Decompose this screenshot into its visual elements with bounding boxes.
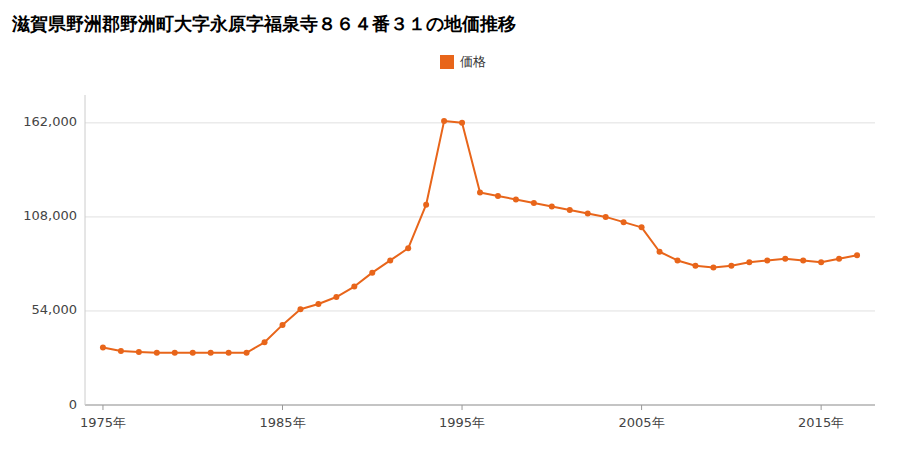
point — [567, 207, 573, 213]
legend-swatch — [440, 55, 454, 69]
point — [549, 203, 555, 209]
point — [423, 202, 429, 208]
x-tick-label: 1985年 — [259, 415, 305, 430]
chart: 滋賀県野洲郡野洲町大字永原字福泉寺８６４番３１の地価推移 0 54,000 108,0… — [0, 0, 900, 450]
x-tick — [821, 405, 822, 410]
point — [351, 284, 357, 290]
point — [226, 350, 232, 356]
point — [315, 301, 321, 307]
point — [262, 339, 268, 345]
point — [387, 257, 393, 263]
x-tick — [282, 405, 283, 410]
point — [585, 210, 591, 216]
point — [800, 257, 806, 263]
point — [459, 120, 465, 126]
point — [441, 118, 447, 124]
point — [297, 306, 303, 312]
background — [0, 0, 900, 450]
x-tick — [102, 405, 103, 410]
point — [692, 263, 698, 269]
grid — [85, 123, 875, 405]
point — [710, 264, 716, 270]
point — [136, 349, 142, 355]
point — [495, 193, 501, 199]
point — [154, 350, 160, 356]
point — [172, 350, 178, 356]
x-tick — [462, 405, 463, 410]
grid-line — [85, 310, 875, 311]
x-tick-label: 1995年 — [439, 415, 485, 430]
point — [639, 224, 645, 230]
point — [405, 245, 411, 251]
x-tick-label: 1975年 — [80, 415, 126, 430]
plot-area — [100, 118, 860, 356]
y-axis-line — [85, 95, 86, 405]
point — [513, 196, 519, 202]
y-tick-label: 0 — [69, 397, 77, 412]
y-tick-label: 108,000 — [23, 208, 77, 223]
point — [118, 348, 124, 354]
point — [782, 256, 788, 262]
point — [854, 252, 860, 258]
point — [675, 257, 681, 263]
point — [100, 345, 106, 351]
x-tick-label: 2005年 — [619, 415, 665, 430]
y-tick-label: 162,000 — [23, 114, 77, 129]
title: 滋賀県野洲郡野洲町大字永原字福泉寺８６４番３１の地価推移 — [11, 13, 516, 34]
point — [764, 257, 770, 263]
point — [657, 249, 663, 255]
legend-label: 価格 — [460, 54, 486, 69]
point — [746, 259, 752, 265]
point — [208, 350, 214, 356]
grid-line — [85, 122, 875, 123]
point — [728, 263, 734, 269]
grid-line — [85, 405, 875, 406]
point — [280, 322, 286, 328]
point — [836, 256, 842, 262]
x-axis-line — [85, 405, 875, 406]
point — [531, 200, 537, 206]
grid-line — [85, 216, 875, 217]
point — [244, 350, 250, 356]
point — [603, 214, 609, 220]
point — [369, 270, 375, 276]
point — [190, 350, 196, 356]
line — [103, 121, 857, 353]
x-tick-label: 2015年 — [798, 415, 844, 430]
point — [477, 190, 483, 196]
point — [621, 219, 627, 225]
legend: 価格 — [440, 54, 486, 70]
point — [818, 259, 824, 265]
point — [333, 294, 339, 300]
y-tick-label: 54,000 — [32, 302, 78, 317]
x-tick — [641, 405, 642, 410]
